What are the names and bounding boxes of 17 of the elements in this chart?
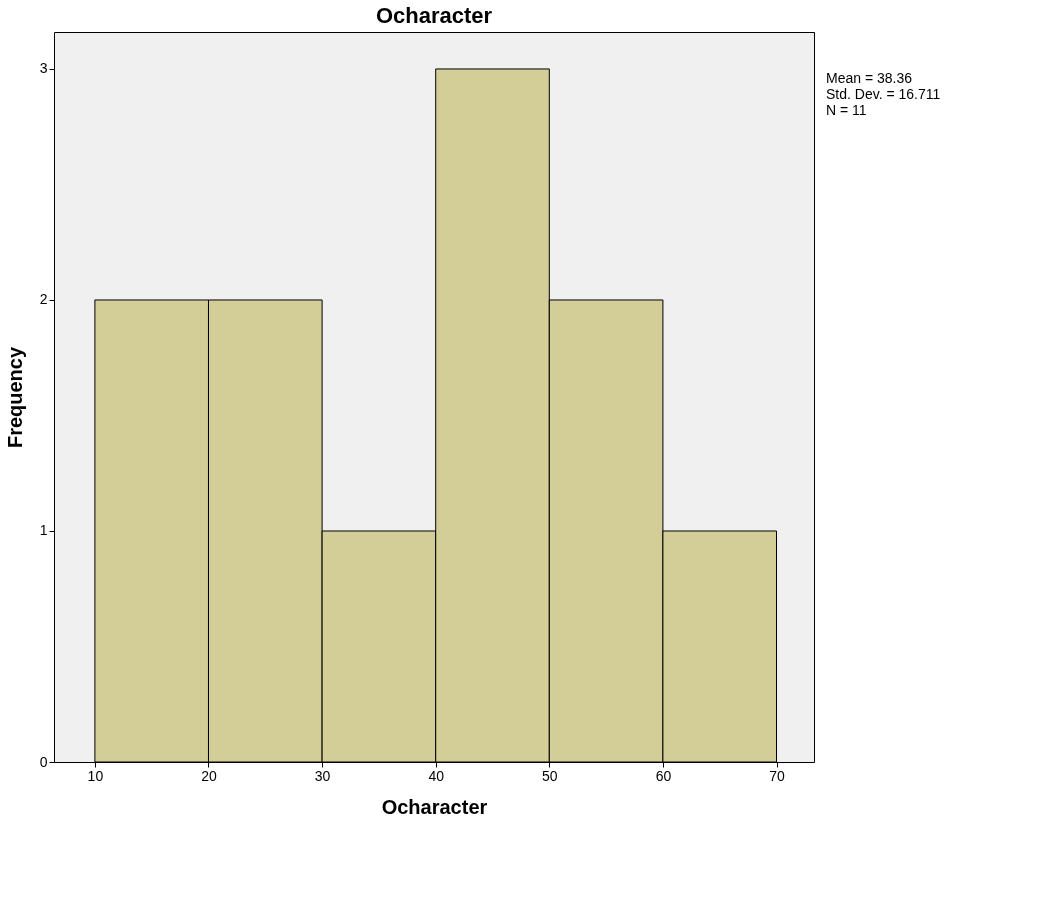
text: N = 11 bbox=[826, 102, 867, 118]
y-tick-label: 3 bbox=[39, 60, 48, 77]
x-tick-label: 60 bbox=[655, 767, 672, 784]
y-tick-label: 0 bbox=[39, 753, 48, 770]
y-tick-label: 1 bbox=[39, 522, 48, 539]
x-tick-label: 50 bbox=[542, 767, 558, 784]
text: Mean = 38.36 bbox=[826, 70, 913, 86]
x-axis-title: Ocharacter bbox=[381, 795, 488, 818]
x-tick-label: 40 bbox=[428, 767, 445, 784]
x-tick-label: 20 bbox=[201, 767, 217, 784]
text: Std. Dev. = 16.711 bbox=[826, 86, 941, 102]
y-tick-label: 2 bbox=[39, 291, 48, 308]
x-tick-label: 10 bbox=[87, 767, 104, 784]
chart-title: Ocharacter bbox=[375, 3, 493, 28]
y-axis-title: Frequency bbox=[3, 346, 26, 449]
x-tick-label: 70 bbox=[769, 767, 786, 784]
x-tick-label: 30 bbox=[314, 767, 331, 784]
